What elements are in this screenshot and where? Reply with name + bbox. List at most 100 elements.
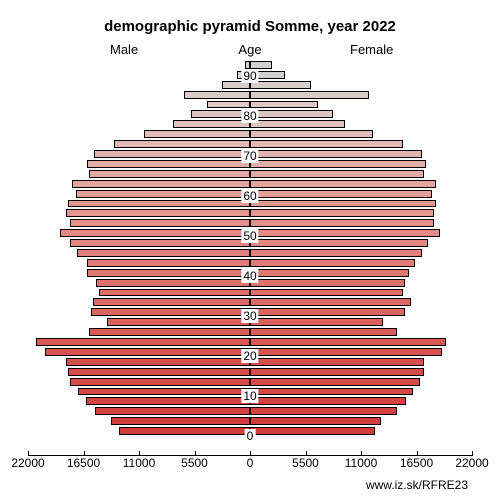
male-bar — [144, 130, 250, 138]
x-tick-label: 0 — [247, 456, 254, 470]
pyramid-row — [28, 129, 472, 139]
female-bar — [250, 298, 411, 306]
female-bar — [250, 249, 422, 257]
pyramid-row — [28, 327, 472, 337]
female-bar — [250, 130, 373, 138]
male-bar — [87, 259, 250, 267]
male-bar — [70, 239, 250, 247]
female-bar — [250, 120, 345, 128]
age-label: Age — [238, 42, 261, 57]
pyramid-row — [28, 297, 472, 307]
source-footer: www.iz.sk/RFRE23 — [366, 478, 468, 492]
male-bar — [66, 358, 250, 366]
male-bar — [114, 140, 250, 148]
age-tick: 30 — [241, 309, 258, 323]
age-tick: 60 — [241, 189, 258, 203]
female-bar — [250, 427, 375, 435]
x-tick-label: 16500 — [400, 456, 433, 470]
age-tick: 0 — [245, 429, 256, 443]
male-bar — [66, 209, 250, 217]
male-bar — [60, 229, 250, 237]
pyramid-row — [28, 139, 472, 149]
age-tick: 10 — [241, 389, 258, 403]
female-bar — [250, 209, 434, 217]
female-bar — [250, 190, 432, 198]
female-bar — [250, 308, 405, 316]
female-bar — [250, 219, 434, 227]
male-label: Male — [110, 42, 138, 57]
age-tick: 80 — [241, 109, 258, 123]
female-bar — [250, 279, 405, 287]
female-bar — [250, 110, 333, 118]
male-bar — [96, 279, 250, 287]
pyramid-row — [28, 218, 472, 228]
x-tick-label: 11000 — [123, 456, 155, 470]
female-bar — [250, 160, 426, 168]
female-bar — [250, 229, 440, 237]
female-bar — [250, 170, 424, 178]
x-tick-label: 16500 — [67, 456, 100, 470]
female-bar — [250, 328, 397, 336]
female-bar — [250, 338, 446, 346]
x-tick-label: 5500 — [292, 456, 319, 470]
female-bar — [250, 239, 428, 247]
pyramid-row — [28, 208, 472, 218]
pyramid-row — [28, 337, 472, 347]
female-bar — [250, 269, 409, 277]
male-bar — [70, 378, 250, 386]
female-bar — [250, 259, 415, 267]
x-tick-label: 11000 — [345, 456, 377, 470]
female-bar — [250, 388, 413, 396]
female-bar — [250, 417, 381, 425]
x-tick-label: 5500 — [181, 456, 208, 470]
male-bar — [173, 120, 250, 128]
male-bar — [76, 190, 250, 198]
age-tick: 70 — [241, 149, 258, 163]
female-bar — [250, 81, 311, 89]
male-bar — [91, 308, 250, 316]
x-tick-label: 22000 — [455, 456, 488, 470]
pyramid-row — [28, 367, 472, 377]
pyramid-row — [28, 90, 472, 100]
male-bar — [86, 397, 250, 405]
pyramid-row — [28, 100, 472, 110]
male-bar — [184, 91, 250, 99]
female-bar — [250, 407, 397, 415]
female-label: Female — [350, 42, 393, 57]
pyramid-chart: 0102030405060708090 — [28, 60, 472, 436]
male-bar — [36, 338, 250, 346]
male-bar — [119, 427, 250, 435]
female-bar — [250, 200, 436, 208]
pyramid-row — [28, 258, 472, 268]
male-bar — [94, 150, 250, 158]
male-bar — [99, 289, 250, 297]
female-bar — [250, 348, 442, 356]
male-bar — [207, 101, 250, 109]
male-bar — [68, 368, 250, 376]
female-bar — [250, 101, 318, 109]
pyramid-row — [28, 377, 472, 387]
male-bar — [72, 180, 250, 188]
female-bar — [250, 289, 403, 297]
male-bar — [95, 407, 250, 415]
age-tick: 50 — [241, 229, 258, 243]
female-bar — [250, 61, 272, 69]
pyramid-row — [28, 179, 472, 189]
pyramid-row — [28, 288, 472, 298]
pyramid-row — [28, 169, 472, 179]
male-bar — [107, 318, 250, 326]
male-bar — [77, 249, 250, 257]
male-bar — [111, 417, 250, 425]
male-bar — [68, 200, 250, 208]
x-tick-label: 22000 — [11, 456, 44, 470]
male-bar — [93, 298, 250, 306]
male-bar — [89, 170, 250, 178]
age-tick: 90 — [241, 69, 258, 83]
male-bar — [70, 219, 250, 227]
male-bar — [87, 160, 250, 168]
age-tick: 20 — [241, 349, 258, 363]
female-bar — [250, 397, 406, 405]
female-bar — [250, 140, 403, 148]
pyramid-row — [28, 416, 472, 426]
female-bar — [250, 358, 424, 366]
